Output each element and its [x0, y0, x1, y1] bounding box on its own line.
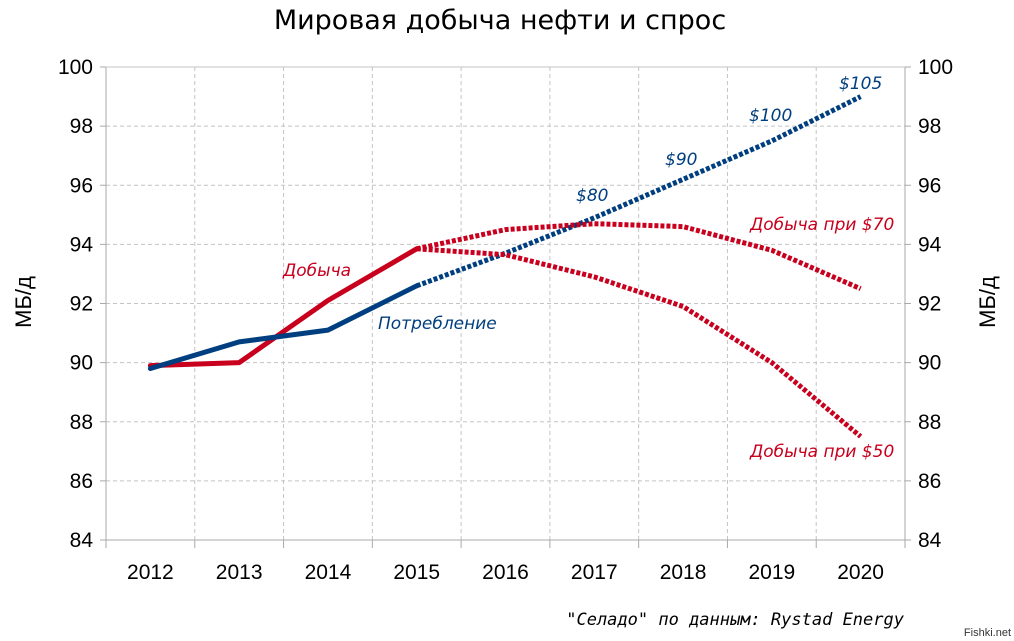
y-tick-label-left: 96 [70, 174, 93, 197]
x-tick-label: 2013 [216, 561, 263, 584]
y-tick-label-left: 94 [70, 233, 94, 256]
production-50-label: Добыча при $50 [749, 442, 894, 462]
y-tick-label-right: 84 [918, 529, 942, 552]
y-tick-label-left: 90 [70, 352, 93, 375]
y-tick-label-left: 88 [70, 411, 93, 434]
y-tick-label-right: 92 [918, 293, 941, 316]
y-axis-label-left: МБ/д [11, 276, 36, 328]
x-tick-label: 2014 [305, 561, 352, 584]
x-tick-label: 2019 [748, 561, 795, 584]
y-tick-label-right: 86 [918, 470, 941, 493]
series-line-4 [416, 246, 863, 439]
price-label-80: $80 [576, 186, 608, 206]
y-axis-label-right: МБ/д [975, 276, 1000, 328]
y-tick-label-left: 84 [70, 529, 94, 552]
x-tick-label: 2016 [482, 561, 529, 584]
y-tick-label-right: 88 [918, 411, 941, 434]
y-tick-label-left: 100 [58, 56, 93, 79]
grid [106, 66, 905, 540]
y-tick-label-right: 100 [918, 56, 953, 79]
consumption-label: Потребление [378, 314, 497, 334]
price-label-90: $90 [665, 150, 697, 170]
y-tick-label-left: 86 [70, 470, 93, 493]
price-label-100: $100 [749, 106, 792, 126]
series-line-3 [416, 221, 862, 291]
y-tick-label-right: 90 [918, 352, 941, 375]
x-tick-label: 2015 [393, 561, 440, 584]
source-note: "Селадо" по данным: Rystad Energy [566, 610, 905, 630]
series-line-0 [147, 246, 420, 369]
y-tick-label-right: 96 [918, 174, 941, 197]
series [147, 94, 863, 439]
watermark: Fishki.net [964, 627, 1011, 639]
price-label-105: $105 [839, 74, 882, 94]
y-tick-label-left: 98 [70, 115, 93, 138]
y-tick-label-right: 94 [918, 233, 942, 256]
x-tick-label: 2017 [571, 561, 618, 584]
y-tick-label-right: 98 [918, 115, 941, 138]
x-tick-label: 2012 [127, 561, 174, 584]
production-label: Добыча [282, 261, 351, 281]
y-tick-label-left: 92 [70, 293, 93, 316]
x-tick-label: 2018 [660, 561, 707, 584]
annotations: Добыча Потребление Добыча при $70 Добыча… [282, 74, 894, 462]
series-line-1 [147, 283, 420, 371]
axes: 84 84 86 86 88 88 90 90 92 92 94 94 96 96 98 98 100 100 20… [58, 56, 953, 584]
x-tick-label: 2020 [837, 561, 884, 584]
production-70-label: Добыча при $70 [749, 215, 894, 235]
series-line-2 [415, 94, 862, 289]
chart-title: Мировая добыча нефти и спрос [274, 5, 726, 36]
